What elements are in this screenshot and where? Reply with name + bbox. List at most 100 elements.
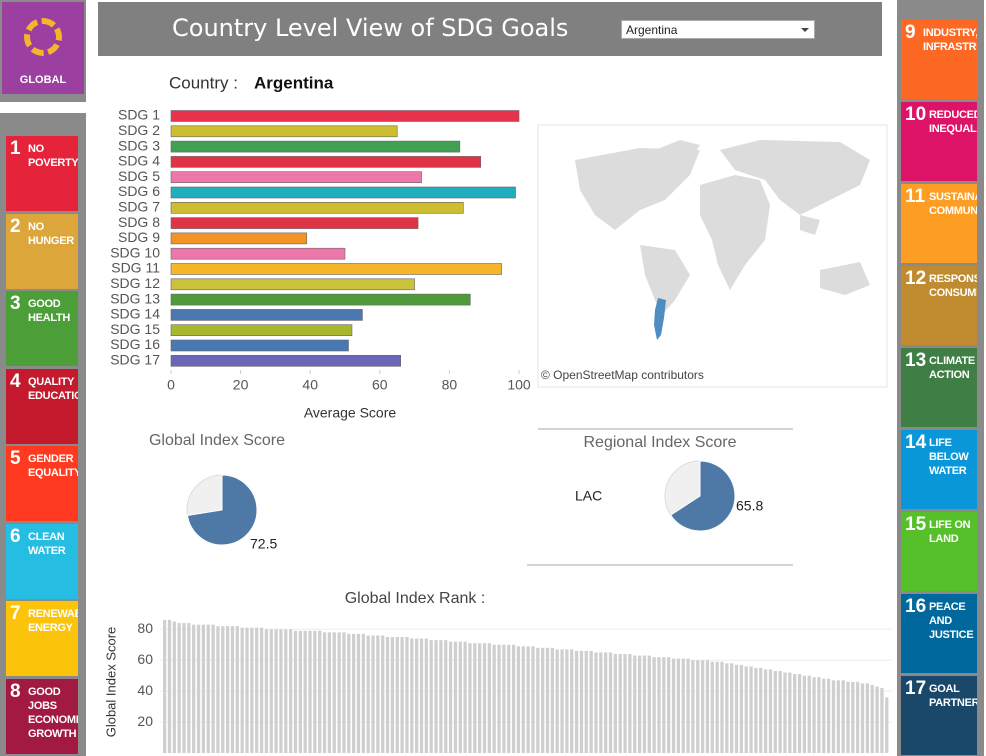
bar <box>744 666 748 753</box>
bar <box>637 655 642 753</box>
bar <box>342 632 346 753</box>
country-name: Argentina <box>254 73 334 92</box>
sdg-tile[interactable]: 6 CLEAN WATER <box>6 523 78 599</box>
sdg-tile[interactable]: 8 GOOD JOBS ECONOMIC GROWTH <box>6 678 78 754</box>
bar <box>444 640 448 753</box>
tile-number: 13 <box>905 350 927 371</box>
bar <box>313 630 317 753</box>
chart-title: Country : <box>169 73 238 92</box>
y-tick-label: 60 <box>137 651 153 667</box>
sdg-tile[interactable]: 13 CLIMATE ACTION <box>901 348 977 427</box>
chart-title: Global Index Rank : <box>345 590 486 607</box>
bar <box>352 633 356 753</box>
bar <box>170 202 464 214</box>
tile-label: GOOD JOBS ECONOMIC GROWTH <box>28 685 78 740</box>
sdg-tile[interactable]: 15 LIFE ON LAND <box>901 512 977 591</box>
bar <box>468 643 472 753</box>
global-panel: GLOBAL <box>0 0 86 102</box>
sdg-tile[interactable]: 2 NO HUNGER <box>6 213 78 289</box>
sdg-tile[interactable]: 12RESPONSIBLE CONSUMPTION <box>901 266 977 345</box>
bar <box>715 661 719 753</box>
x-tick-label: 60 <box>372 377 388 393</box>
category-label: SDG 3 <box>118 137 160 153</box>
bar <box>822 678 826 753</box>
tile-number: 12 <box>905 268 927 289</box>
category-label: SDG 4 <box>118 153 160 169</box>
bar <box>560 649 564 753</box>
country-dropdown[interactable]: Argentina <box>621 20 815 39</box>
bar <box>376 635 380 753</box>
bar <box>521 646 525 753</box>
tile-number: 8 <box>10 680 21 702</box>
tile-label: LIFE BELOW WATER <box>929 437 969 477</box>
bar <box>691 660 695 753</box>
sdg-tile[interactable]: 1 NO POVERTY <box>6 136 78 211</box>
x-tick-label: 40 <box>302 377 318 393</box>
bar <box>177 623 181 753</box>
bar <box>240 627 244 753</box>
tile-label: NO HUNGER <box>28 220 74 247</box>
sidebar-left: 1 NO POVERTY 2 NO HUNGER 3 GOOD HEALTH 4 QUALIT… <box>0 113 86 756</box>
sdg-tile[interactable]: 5 GENDER EQUALITY <box>6 446 78 521</box>
header: Country Level View of SDG Goals Argentin… <box>98 2 882 56</box>
pie-value-label: 65.8 <box>736 498 763 514</box>
global-button[interactable]: GLOBAL <box>2 2 84 94</box>
tile-number: 15 <box>905 514 927 535</box>
bar <box>274 629 278 753</box>
bar <box>628 654 632 753</box>
global-label: GLOBAL <box>19 74 67 86</box>
sdg-tile[interactable]: 4 QUALITY EDUCATION <box>6 368 78 444</box>
pie-value-label: 72.5 <box>250 536 277 552</box>
category-label: SDG 16 <box>110 336 160 352</box>
bar <box>318 630 322 753</box>
sdg-tile[interactable]: 14 LIFE BELOW WATER <box>901 430 977 509</box>
bar <box>541 647 545 753</box>
category-label: SDG 5 <box>118 168 160 184</box>
bar <box>487 643 491 753</box>
sdg-tile[interactable]: 9 INDUSTRY, INFRASTRUCTURE <box>901 20 977 99</box>
bar <box>739 664 743 753</box>
bar <box>196 624 201 753</box>
bar <box>662 657 666 753</box>
sdg-tile[interactable]: 11SUSTAINABLE COMMUNITIES <box>901 184 977 263</box>
sdg-tile[interactable]: 7 RENEWABLE ENERGY <box>6 601 78 676</box>
sdg-tile[interactable]: 16 PEACE AND JUSTICE <box>901 594 977 673</box>
bar <box>395 637 399 753</box>
bar <box>170 247 346 260</box>
bar <box>170 354 401 367</box>
bar <box>599 652 603 753</box>
bar <box>170 217 419 229</box>
bar <box>170 309 363 321</box>
bar <box>759 667 763 753</box>
bar <box>269 629 273 753</box>
bar <box>478 643 482 753</box>
sdg-tile[interactable]: 3 GOOD HEALTH <box>6 291 78 366</box>
bar <box>170 263 502 275</box>
tile-number: 4 <box>10 370 21 392</box>
bar <box>710 661 714 753</box>
map-attribution: © OpenStreetMap contributors <box>541 368 704 382</box>
bar <box>279 629 283 753</box>
bar <box>754 667 758 753</box>
x-tick-label: 20 <box>233 377 249 393</box>
bar <box>511 644 516 753</box>
tile-number: 6 <box>10 525 21 547</box>
bar <box>211 624 215 753</box>
bar <box>633 655 637 753</box>
bar <box>734 664 739 753</box>
tile-label: GOOD HEALTH <box>28 298 70 324</box>
bar <box>206 624 210 753</box>
bar <box>705 660 710 753</box>
x-axis-label: Average Score <box>304 405 397 421</box>
bar <box>424 638 428 753</box>
bar <box>170 156 482 168</box>
bar <box>657 657 661 753</box>
bar <box>836 680 840 753</box>
category-label: SDG 1 <box>118 107 160 123</box>
bar <box>381 635 385 753</box>
bar <box>356 633 361 753</box>
bar <box>831 680 836 753</box>
